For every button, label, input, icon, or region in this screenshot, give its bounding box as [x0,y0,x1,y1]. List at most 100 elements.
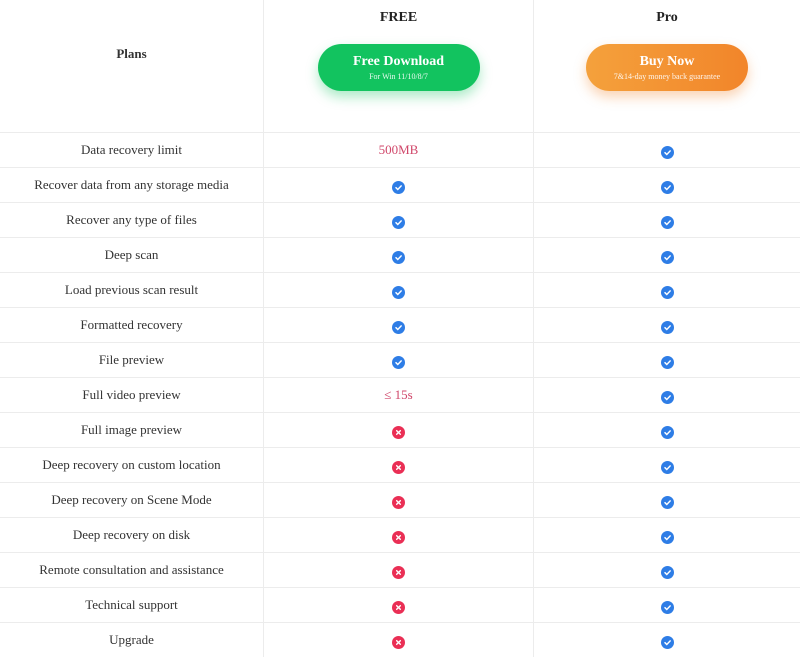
pro-cell [534,378,800,412]
pro-cell [534,308,800,342]
table-row: Deep recovery on disk [0,517,800,552]
feature-name: Load previous scan result [0,273,264,307]
pro-cell [534,518,800,552]
feature-name: Full video preview [0,378,264,412]
feature-name: Deep scan [0,238,264,272]
table-row: Load previous scan result [0,272,800,307]
cross-icon [392,530,405,544]
check-icon [660,215,674,229]
check-icon [392,355,405,369]
free-cell [264,623,534,657]
pro-plan-title: Pro [656,10,678,25]
free-cell: 500MB [264,133,534,167]
check-icon [660,460,674,474]
feature-rows: Data recovery limit 500MB Recover data f… [0,132,800,657]
free-cell [264,413,534,447]
feature-name: Full image preview [0,413,264,447]
check-icon [392,180,405,194]
table-row: Formatted recovery [0,307,800,342]
check-icon [392,250,405,264]
table-header: Plans FREE Free Download For Win 11/10/8… [0,0,800,132]
free-cell [264,483,534,517]
pro-cell [534,623,800,657]
free-cell: ≤ 15s [264,378,534,412]
check-icon [660,390,674,404]
pro-cell [534,168,800,202]
cross-icon [392,635,405,649]
feature-name: Deep recovery on disk [0,518,264,552]
table-row: Remote consultation and assistance [0,552,800,587]
pro-cell [534,413,800,447]
table-row: File preview [0,342,800,377]
feature-name: Technical support [0,588,264,622]
free-cell [264,203,534,237]
pro-cell [534,343,800,377]
table-row: Full image preview [0,412,800,447]
buy-now-button[interactable]: Buy Now 7&14-day money back guarantee [586,44,748,91]
pro-cell [534,273,800,307]
feature-name: Deep recovery on Scene Mode [0,483,264,517]
free-cell [264,448,534,482]
pro-cell [534,203,800,237]
cross-icon [392,495,405,509]
free-cell [264,308,534,342]
free-plan-column: FREE Free Download For Win 11/10/8/7 [264,0,534,132]
pro-cell [534,133,800,167]
free-download-label: Free Download [352,54,445,69]
feature-name: File preview [0,343,264,377]
pro-cell [534,448,800,482]
table-row: Upgrade [0,622,800,657]
table-row: Recover any type of files [0,202,800,237]
free-download-sub: For Win 11/10/8/7 [369,72,428,81]
free-cell [264,273,534,307]
free-cell [264,168,534,202]
check-icon [660,530,674,544]
check-icon [660,495,674,509]
table-row: Data recovery limit 500MB [0,132,800,167]
free-limit-value: 500MB [378,142,419,157]
feature-name: Upgrade [0,623,264,657]
pro-cell [534,553,800,587]
check-icon [660,565,674,579]
feature-name: Recover data from any storage media [0,168,264,202]
feature-name: Recover any type of files [0,203,264,237]
free-plan-title: FREE [379,10,418,25]
table-row: Full video preview ≤ 15s [0,377,800,412]
check-icon [392,285,405,299]
buy-now-sub: 7&14-day money back guarantee [613,72,721,81]
table-row: Technical support [0,587,800,622]
check-icon [660,145,674,159]
check-icon [660,180,674,194]
feature-name: Remote consultation and assistance [0,553,264,587]
pro-cell [534,483,800,517]
feature-name: Deep recovery on custom location [0,448,264,482]
cross-icon [392,425,405,439]
cross-icon [392,600,405,614]
pro-cell [534,588,800,622]
free-cell [264,238,534,272]
free-limit-value: ≤ 15s [384,387,413,402]
check-icon [660,320,674,334]
check-icon [660,355,674,369]
check-icon [392,215,405,229]
feature-name: Formatted recovery [0,308,264,342]
table-row: Recover data from any storage media [0,167,800,202]
check-icon [660,635,674,649]
free-download-button[interactable]: Free Download For Win 11/10/8/7 [317,44,480,91]
feature-name: Data recovery limit [0,133,264,167]
free-cell [264,518,534,552]
table-row: Deep recovery on Scene Mode [0,482,800,517]
check-icon [392,320,405,334]
buy-now-label: Buy Now [639,54,695,69]
pro-cell [534,238,800,272]
check-icon [660,425,674,439]
check-icon [660,250,674,264]
check-icon [660,600,674,614]
pro-plan-column: Pro Buy Now 7&14-day money back guarante… [534,0,800,132]
cross-icon [392,460,405,474]
table-row: Deep scan [0,237,800,272]
check-icon [660,285,674,299]
cross-icon [392,565,405,579]
free-cell [264,553,534,587]
